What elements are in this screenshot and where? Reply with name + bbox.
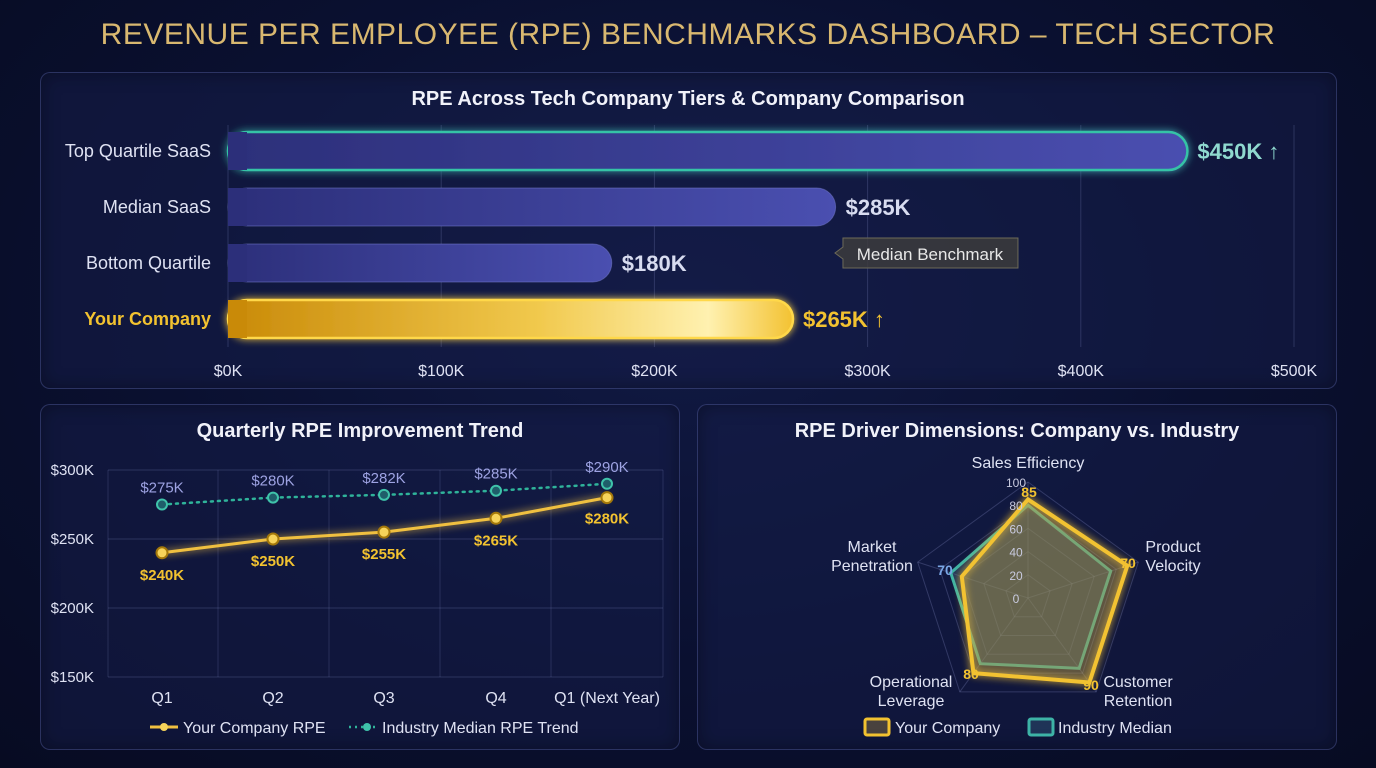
radar-axis-label: Retention [1104,693,1173,710]
x-tick-label: $500K [1271,363,1318,380]
bar-value-label: $450K ↑ [1197,139,1279,164]
x-tick-label: $100K [418,363,465,380]
driver-radar-panel: RPE Driver Dimensions: Company vs. Indus… [697,404,1337,750]
industry-median-point [601,477,613,490]
industry-median-line [160,482,609,506]
radar-tick-label: 20 [1009,569,1023,583]
category-label: Top Quartile SaaS [65,141,211,161]
radar-tick-label: 40 [1009,546,1023,560]
industry-median-label: $285K [474,466,517,483]
bar [226,130,1189,172]
legend-company-label: Your Company [895,720,1000,737]
radar-value-label: 85 [1021,484,1037,500]
industry-median-point [267,491,279,504]
x-tick-label: $300K [844,363,891,380]
page-title: REVENUE PER EMPLOYEE (RPE) BENCHMARKS DA… [100,18,1276,51]
bar-left-edge [228,132,247,170]
company-rpe-label: $280K [585,511,629,528]
category-label: Your Company [84,309,211,329]
radar-axis-label: Market [848,539,897,556]
radar-value-label: 80 [963,666,979,682]
y-tick-label: $300K [51,462,94,479]
bar-value-label: $265K ↑ [803,307,885,332]
radar-tick-label: 100 [1006,476,1026,490]
legend-company-swatch [863,717,891,737]
bar [227,243,613,283]
chart-title: RPE Across Tech Company Tiers & Company … [411,88,964,110]
x-tick-label: Q4 [485,690,506,707]
company-rpe-point [600,491,614,505]
quarterly-trend-chart: Quarterly RPE Improvement Trend $150K $200… [51,420,664,737]
industry-median-label: $282K [362,470,405,487]
y-tick-label: $200K [51,600,94,617]
x-tick-label: Q2 [262,690,283,707]
bar [226,298,795,340]
radar-axis-label: Product [1145,539,1201,556]
category-label: Median SaaS [103,197,211,217]
industry-median-point [378,488,390,501]
bar-left-edge [228,300,247,338]
industry-median-point [156,498,168,511]
legend-industry-marker [363,723,371,731]
driver-radar-chart: RPE Driver Dimensions: Company vs. Indus… [795,420,1240,737]
radar-axis-label: Leverage [878,693,945,710]
radar-axis-label: Penetration [831,558,913,575]
category-label: Bottom Quartile [86,253,211,273]
radar-value-label: 70 [1120,555,1136,571]
rpe-tiers-panel: RPE Across Tech Company Tiers & Company … [40,72,1337,389]
radar-grid-ring [917,481,1139,693]
bar-left-edge [228,244,247,282]
industry-median-point [490,484,502,497]
y-tick-label: $250K [51,531,94,548]
company-rpe-line [161,496,608,555]
legend-industry-label: Industry Median [1058,720,1172,737]
company-rpe-label: $265K [474,532,518,549]
legend-company-marker [160,723,168,731]
legend-company-label: Your Company RPE [183,720,326,737]
x-tick-label: Q3 [373,690,394,707]
radar-axis-label: Operational [870,674,953,691]
bar-left-edge [228,188,247,226]
bar [227,187,837,227]
x-tick-label: $200K [631,363,678,380]
radar-value-label: 70 [937,562,953,578]
bar-value-label: $285K [846,195,911,220]
y-tick-label: $150K [51,669,94,686]
x-tick-label: $0K [214,363,243,380]
company-rpe-label: $255K [362,546,406,563]
company-rpe-label: $250K [251,553,295,570]
radar-axis-label: Customer [1103,674,1173,691]
company-rpe-point [489,511,503,525]
company-rpe-point [377,525,391,539]
company-polygon [959,496,1130,685]
radar-value-label: 90 [1083,677,1099,693]
legend-industry-label: Industry Median RPE Trend [382,720,579,737]
industry-median-label: $280K [251,473,294,490]
industry-median-label: $275K [140,480,183,497]
x-tick-label: Q1 [151,690,172,707]
x-tick-label: $400K [1058,363,1105,380]
radar-tick-label: 80 [1009,499,1023,513]
radar-tick-label: 60 [1009,522,1023,536]
benchmark-callout-box [834,237,1019,269]
radar-axis-label: Sales Efficiency [972,455,1085,472]
industry-median-label: $290K [585,459,628,476]
benchmark-callout-label: Median Benchmark [857,245,1004,264]
company-rpe-point [266,532,280,546]
company-rpe-label: $240K [140,567,184,584]
x-tick-label: Q1 (Next Year) [554,690,660,707]
legend-industry-swatch [1027,717,1055,737]
chart-title: Quarterly RPE Improvement Trend [197,420,524,442]
radar-axis-label: Velocity [1145,558,1200,575]
chart-title: RPE Driver Dimensions: Company vs. Indus… [795,420,1240,442]
company-rpe-point [155,546,169,560]
bar-value-label: $180K [622,251,687,276]
radar-tick-label: 0 [1013,592,1020,606]
quarterly-trend-panel: Quarterly RPE Improvement Trend $150K $200… [40,404,680,750]
rpe-tiers-chart: RPE Across Tech Company Tiers & Company … [65,88,1318,380]
